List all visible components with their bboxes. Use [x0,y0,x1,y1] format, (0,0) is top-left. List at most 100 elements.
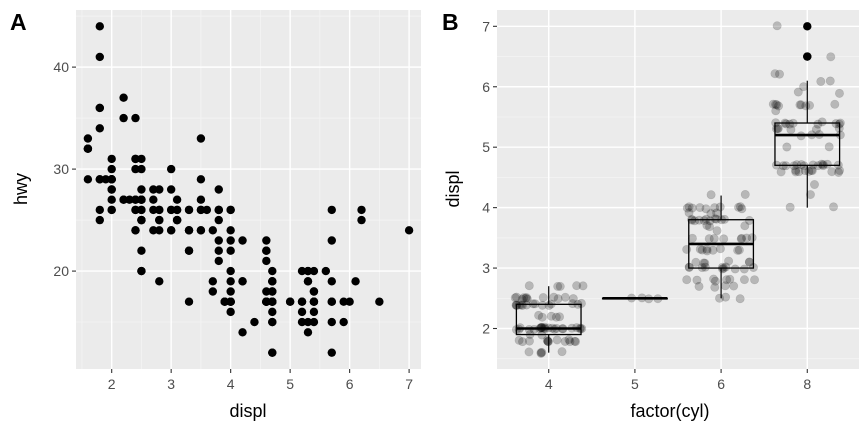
panel-b-jitter-point [560,292,570,302]
panel-b-jitter-point [771,99,781,109]
panel-a-point [262,297,271,306]
panel-a-point [107,205,116,215]
panel-b-tag: B [442,9,459,35]
panel-b-jitter-point [807,166,817,176]
panel-b-jitter-point [796,100,806,110]
panel-b-jitter-point [776,167,786,177]
panel-b-jitter-point [510,293,520,303]
panel-b-jitter-point [705,222,715,232]
panel-a-point [226,266,235,276]
panel-a-y-tick-label: 20 [53,263,69,279]
panel-a-x-tick-label: 7 [405,376,413,392]
panel-a-point [137,205,146,215]
panel-a-point [137,266,146,276]
panel-a-x-tick-label: 6 [346,376,354,392]
panel-a-point [297,297,307,306]
panel-b-jitter-point [695,203,705,213]
panel-a-point [83,144,93,153]
panel-a-y-tick-label: 40 [53,59,69,75]
panel-b-jitter-point [721,292,731,302]
panel-b-outlier [803,52,812,61]
panel-b-jitter-point [694,281,704,291]
panel-a-point [95,175,104,184]
panel-a-point [149,205,158,215]
panel-b-jitter-point [822,159,832,169]
panel-b-jitter-point [687,203,697,213]
panel-a-point [226,287,235,296]
panel-a-point [309,317,319,327]
panel-b-jitter-point [721,262,731,272]
panel-a-point [404,226,414,235]
panel-b-jitter-point [744,215,754,225]
panel-b-jitter-point [733,245,743,255]
panel-b-jitter-point [782,142,792,152]
panel-b-jitter-point [702,246,712,256]
panel-b-jitter-point [552,335,562,345]
panel-b-jitter-point [691,257,701,267]
panel-a-point [95,124,104,133]
panel-b-jitter-point [827,167,837,177]
panel-b-jitter-point [795,100,805,110]
panel-a-point [95,22,104,31]
panel-b-jitter-point [682,203,692,213]
panel-b-x-tick-label: 5 [631,376,639,392]
panel-b-jitter-point [710,282,720,292]
panel-b-jitter-point [578,281,588,291]
panel-a-point [107,185,116,194]
panel-a-point [107,175,116,184]
panel-b-y-tick-label: 7 [482,18,490,34]
panel-a-point [309,297,319,306]
panel-a-point [202,205,212,215]
panel-a-point [184,205,194,215]
panel-b-jitter-point [826,52,836,62]
panel-a-point [262,246,271,255]
panel-b-x-tick-label: 8 [803,376,811,392]
panel-b-jitter-point [771,106,781,116]
panel-b-jitter-point [734,202,744,212]
panel-a-point [226,226,235,235]
panel-a-x-tick-label: 5 [286,376,294,392]
panel-b-jitter-point [553,294,563,304]
panel-a-point [208,277,218,286]
panel-a-point [303,317,313,327]
panel-b-jitter-point [773,124,783,134]
panel-a-point [268,277,277,286]
panel-b-jitter-point [830,99,840,109]
panel-b-jitter-point [710,276,720,286]
panel-b-jitter-point [522,294,532,304]
panel-a-point [327,236,336,245]
panel-b-jitter-point [524,347,534,357]
panel-b-jitter-point [697,245,707,255]
panel-a-point [149,226,158,235]
panel-a-point [297,307,307,317]
panel-b-jitter-point [734,245,744,255]
panel-b-jitter-point [817,117,827,127]
panel-b-jitter-point [724,256,734,266]
panel-a-point [172,195,182,204]
panel-a-point [226,307,235,317]
panel-b-jitter-point [512,292,522,302]
panel-b-jitter-point [722,275,732,285]
panel-a-point [327,297,336,306]
panel-a-point [208,226,218,235]
panel-b-jitter-point [813,119,823,129]
panel-a-point [220,297,229,306]
panel-a-point [95,205,104,215]
panel-b-jitter-point [824,142,834,152]
panel-b-jitter-point [700,262,710,272]
panel-b-jitter-point [536,348,546,358]
panel-b-jitter-point [710,203,720,213]
panel-b-jitter-point [773,124,783,134]
panel-b-jitter-point [739,264,749,274]
panel-a-point [119,93,128,102]
panel-a-point [238,236,247,245]
panel-b-jitter-point [537,312,547,322]
panel-a-point [184,226,194,235]
panel-b-jitter-point [524,336,534,346]
panel-b-jitter-point [818,160,828,170]
panel-a-background [76,10,421,369]
panel-a-point [297,266,307,276]
panel-a-point [214,215,223,225]
panel-a-point [149,185,158,194]
panel-a-point [131,226,140,235]
